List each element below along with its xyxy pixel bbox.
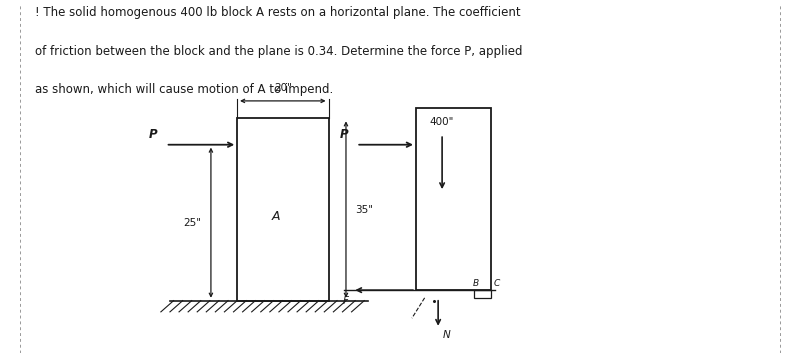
Text: 35": 35" [355,205,374,215]
Text: 400": 400" [430,117,454,127]
Text: 25": 25" [183,218,202,228]
Bar [237,119,329,301]
Text: A: A [271,210,280,223]
Text: N: N [443,330,450,340]
Text: B: B [473,279,478,288]
Text: ! The solid homogenous 400 lb block A rests on a horizontal plane. The coefficie: ! The solid homogenous 400 lb block A re… [34,6,520,19]
Text: of friction between the block and the plane is 0.34. Determine the force P, appl: of friction between the block and the pl… [34,45,522,58]
Text: 20": 20" [274,83,292,93]
Text: as shown, which will cause motion of A to impend.: as shown, which will cause motion of A t… [34,83,333,96]
Text: P: P [149,127,158,141]
Text: C: C [494,279,500,288]
Text: P: P [340,127,348,141]
Bar [416,108,491,290]
Bar [474,290,491,298]
Text: F: F [343,297,349,307]
